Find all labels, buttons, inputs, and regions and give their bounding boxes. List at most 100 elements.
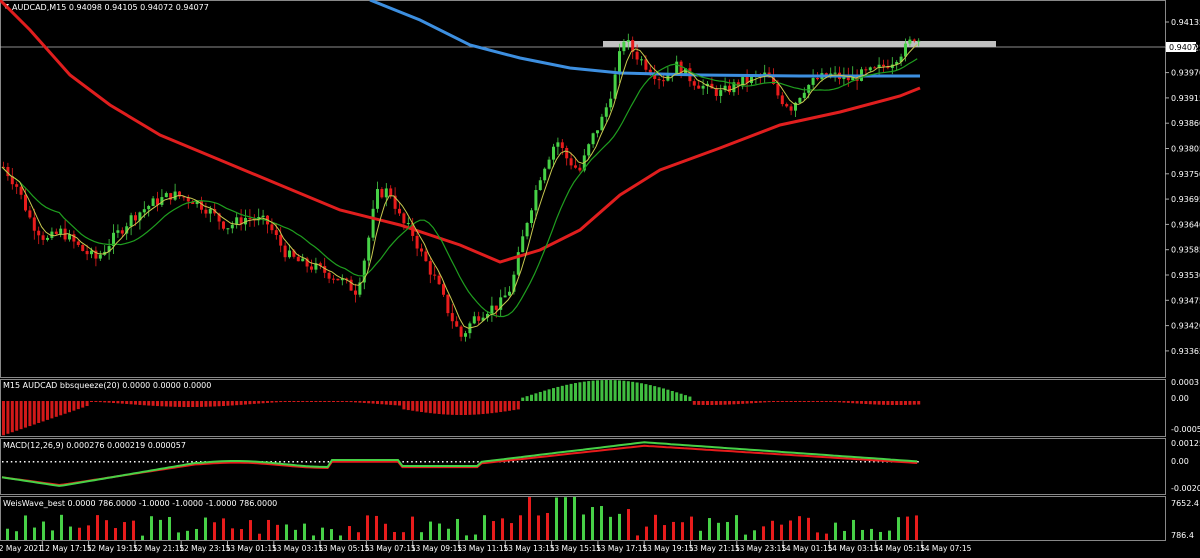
bbsqueeze-bar bbox=[288, 401, 291, 402]
bbsqueeze-bar bbox=[679, 393, 683, 401]
bbsqueeze-bar bbox=[644, 384, 648, 401]
bbsqueeze-bar bbox=[635, 382, 639, 401]
candle-body bbox=[195, 201, 199, 205]
macd-dot bbox=[675, 461, 677, 463]
weiswave-bar bbox=[429, 521, 432, 540]
candle-body bbox=[98, 254, 102, 259]
weiswave-bar bbox=[195, 528, 198, 540]
bbsqueeze-bar bbox=[767, 401, 771, 403]
macd-dot bbox=[516, 461, 519, 463]
bbsqueeze-pane[interactable] bbox=[0, 379, 1166, 437]
candle-body bbox=[886, 66, 890, 68]
candle-body bbox=[191, 201, 195, 205]
candle-body bbox=[560, 142, 564, 148]
weiswave-bar bbox=[771, 520, 774, 540]
candle-body bbox=[173, 191, 177, 200]
macd-dot bbox=[459, 461, 462, 463]
candle-body bbox=[574, 165, 577, 168]
weiswave-bar bbox=[573, 496, 576, 540]
macd-dot bbox=[142, 461, 145, 463]
bbsqueeze-bar bbox=[789, 401, 793, 402]
macd-dot bbox=[274, 461, 277, 463]
bbsqueeze-bar bbox=[270, 401, 274, 403]
macd-pane[interactable] bbox=[0, 438, 1166, 495]
macd-dot bbox=[151, 461, 154, 463]
candle-body bbox=[785, 104, 789, 107]
bbsqueeze-bar bbox=[508, 401, 511, 411]
bbsqueeze-bar bbox=[257, 401, 261, 404]
candle-body bbox=[327, 272, 331, 279]
moving-averages bbox=[0, 0, 921, 329]
candle-body bbox=[851, 75, 855, 81]
macd-dot bbox=[785, 461, 787, 463]
bbsqueeze-bar bbox=[129, 401, 133, 405]
bbsqueeze-bar bbox=[81, 401, 85, 408]
weiswave-bar bbox=[537, 515, 540, 540]
time-tick-label: 14 May 03:15 bbox=[827, 544, 879, 553]
macd-dot bbox=[437, 461, 440, 463]
candle-body bbox=[679, 61, 683, 76]
bbsqueeze-bar bbox=[490, 401, 494, 414]
bbsqueeze-bar bbox=[662, 388, 665, 401]
time-tick-label: 14 May 07:15 bbox=[920, 544, 972, 553]
macd-dot bbox=[868, 461, 871, 463]
macd-dot bbox=[76, 461, 79, 463]
candle-body bbox=[200, 201, 203, 210]
bbsqueeze-bar bbox=[103, 401, 107, 403]
macd-dot bbox=[156, 461, 158, 463]
macd-dot bbox=[728, 461, 730, 463]
main-price-pane[interactable] bbox=[0, 0, 1166, 378]
bbsqueeze-bar bbox=[534, 393, 538, 401]
bbsqueeze-bar bbox=[697, 401, 701, 405]
macd-dot bbox=[450, 461, 453, 463]
macd-dot bbox=[670, 461, 673, 463]
candle-body bbox=[873, 67, 877, 69]
bbsqueeze-bar bbox=[750, 401, 753, 404]
weiswave-bar bbox=[519, 515, 522, 540]
weiswave-bar bbox=[546, 512, 549, 540]
bbsqueeze-bar bbox=[450, 401, 454, 415]
macd-dot bbox=[446, 461, 448, 463]
candle-body bbox=[230, 224, 234, 229]
candle-body bbox=[406, 223, 410, 225]
current-price-box bbox=[1166, 42, 1196, 52]
weiswave-bar bbox=[645, 526, 648, 540]
candle-body bbox=[512, 274, 516, 292]
candle-body bbox=[156, 198, 159, 205]
macd-dot bbox=[125, 461, 127, 463]
candle-body bbox=[222, 221, 225, 229]
weiswave-pane[interactable] bbox=[0, 496, 1166, 541]
candle-body bbox=[305, 258, 309, 267]
bbsqueeze-bar bbox=[200, 401, 203, 407]
macd-tick-label: 0.00 bbox=[1171, 457, 1189, 466]
candle-body bbox=[499, 297, 503, 310]
bbsqueeze-bar bbox=[802, 401, 806, 402]
bbsqueeze-bar bbox=[873, 401, 877, 405]
macd-dot bbox=[63, 461, 66, 463]
candle-body bbox=[486, 313, 489, 318]
bbsqueeze-bar bbox=[261, 401, 265, 404]
price-tick-label: 0.93805 bbox=[1171, 145, 1200, 154]
weiswave-bar bbox=[168, 516, 171, 540]
bbsqueeze-bar bbox=[780, 401, 784, 402]
bbsqueeze-bar bbox=[745, 401, 749, 404]
macd-dot bbox=[560, 461, 563, 463]
weiswave-bar bbox=[483, 515, 486, 540]
weiswave-bar bbox=[834, 522, 837, 540]
macd-dot bbox=[710, 461, 712, 463]
macd-dot bbox=[877, 461, 880, 463]
bbsqueeze-bar bbox=[640, 383, 643, 401]
weiswave-bar bbox=[852, 519, 855, 540]
candle-body bbox=[503, 295, 507, 298]
weiswave-bar bbox=[735, 515, 738, 540]
macd-dot bbox=[714, 461, 717, 463]
bbsqueeze-bar bbox=[226, 401, 230, 406]
bbsqueeze-bar bbox=[736, 401, 740, 405]
candle-body bbox=[701, 85, 705, 89]
macd-dot bbox=[147, 461, 149, 463]
macd-dot bbox=[59, 461, 61, 463]
macd-dot bbox=[741, 461, 743, 463]
macd-dot bbox=[816, 461, 818, 463]
bbsqueeze-bar bbox=[477, 401, 481, 415]
